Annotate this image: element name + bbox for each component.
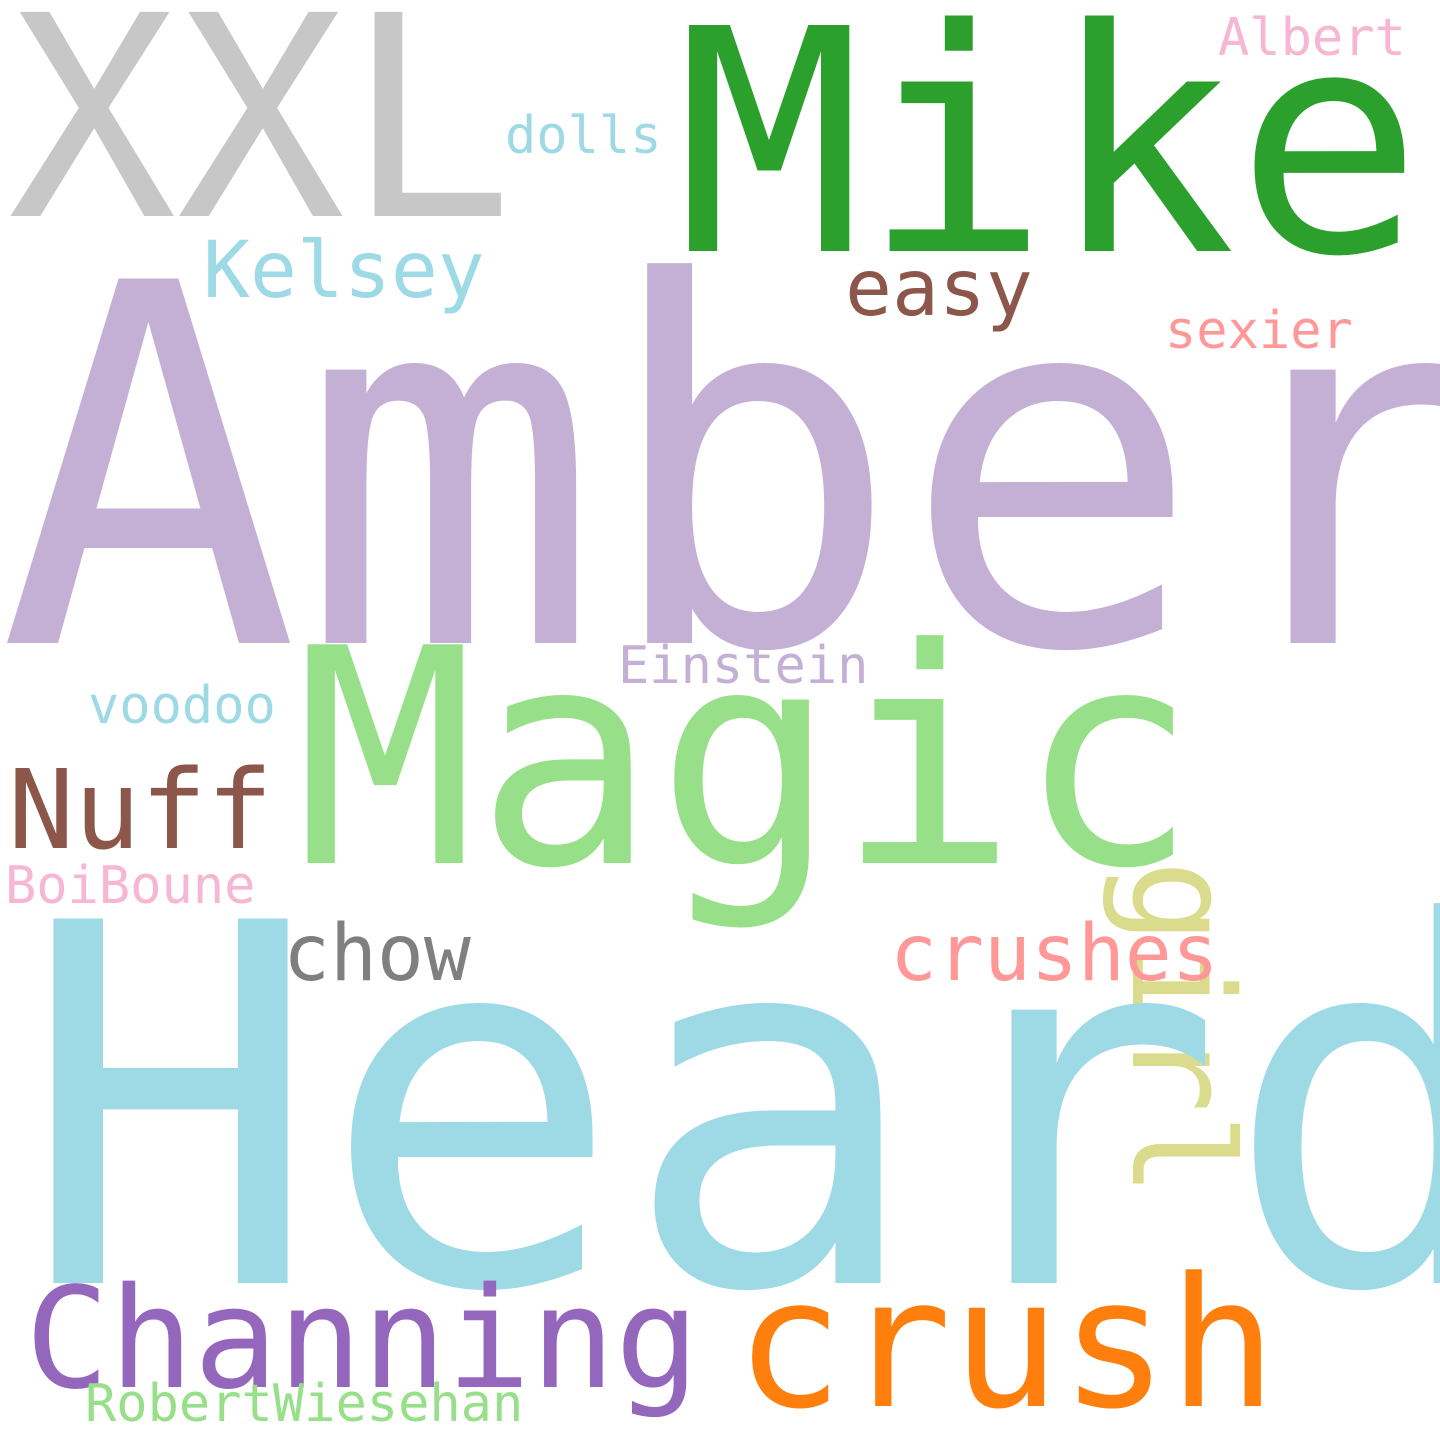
word-nuff: Nuff — [8, 746, 273, 874]
word-sexier: sexier — [1165, 301, 1353, 361]
word-albert: Albert — [1218, 8, 1406, 68]
word-heard: Heard — [20, 819, 1440, 1401]
word-crushes: crushes — [890, 909, 1219, 999]
word-amber: Amber — [0, 179, 1440, 761]
word-dolls: dolls — [505, 106, 662, 166]
word-chow: chow — [283, 909, 471, 999]
word-robertwiesehan: RobertWiesehan — [85, 1374, 524, 1434]
word-einstein: Einstein — [618, 636, 869, 696]
word-voodoo: voodoo — [88, 676, 276, 736]
word-mike: Mike — [676, 0, 1423, 325]
word-xxl: XXL — [8, 0, 514, 283]
word-crush: crush — [735, 1240, 1277, 1440]
word-channing: Channing — [25, 1258, 700, 1421]
word-magic: Magic — [295, 585, 1199, 934]
word-boiboune: BoiBoune — [5, 856, 256, 916]
word-easy: easy — [845, 244, 1033, 334]
word-kelsey: Kelsey — [203, 226, 485, 316]
